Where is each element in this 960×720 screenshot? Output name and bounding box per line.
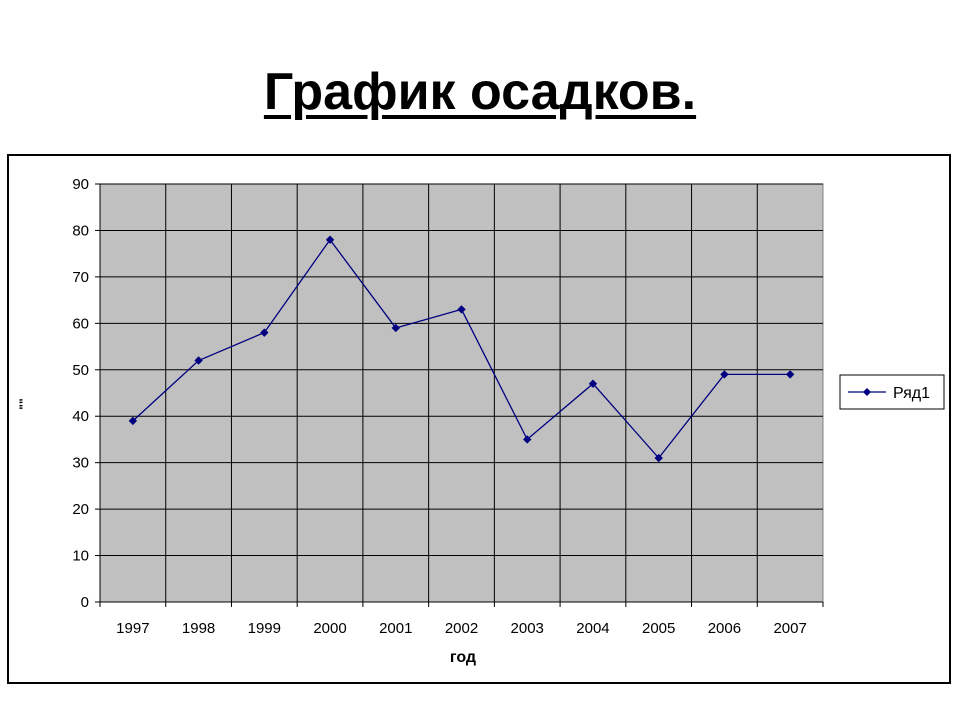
plot-background bbox=[99, 183, 824, 603]
data-point-marker bbox=[588, 379, 598, 388]
precipitation-chart: 0 10 20 30 40 50 60 70 80 90 1997 1998 1999 2000 2001 2… bbox=[17, 176, 945, 666]
y-axis-title: "" bbox=[17, 398, 31, 409]
y-tick-label: 0 bbox=[81, 594, 89, 611]
y-tick-label: 10 bbox=[72, 548, 89, 565]
data-point-marker bbox=[720, 370, 729, 379]
data-point-marker bbox=[194, 356, 203, 365]
x-tick-label: 1997 bbox=[116, 620, 149, 637]
data-point-marker bbox=[391, 323, 400, 333]
data-point-marker bbox=[457, 305, 466, 314]
x-tick-label: 2004 bbox=[576, 620, 609, 637]
series-layer bbox=[128, 235, 795, 463]
y-tick-label: 60 bbox=[72, 315, 89, 332]
x-tick-label: 2005 bbox=[642, 620, 675, 637]
data-point-marker bbox=[785, 370, 795, 379]
x-tick-label: 2000 bbox=[313, 620, 346, 637]
x-axis-title: год bbox=[450, 649, 476, 666]
x-tick-label: 2007 bbox=[773, 620, 806, 637]
y-tick-label: 80 bbox=[72, 222, 89, 239]
legend: Ряд1 bbox=[839, 374, 945, 410]
legend-label-series-1: Ряд1 bbox=[893, 385, 930, 402]
y-tick-label: 20 bbox=[72, 501, 89, 518]
data-point-marker bbox=[325, 235, 335, 244]
y-tick-label: 30 bbox=[72, 455, 89, 472]
y-tick-label: 40 bbox=[72, 408, 89, 425]
y-tick-label: 90 bbox=[72, 176, 89, 193]
slide-title: График осадков. bbox=[263, 63, 697, 121]
plot-area bbox=[99, 183, 824, 603]
x-tick-label: 1998 bbox=[182, 620, 215, 637]
chart-frame: 0 10 20 30 40 50 60 70 80 90 1997 1998 1999 2000 2001 2… bbox=[7, 154, 951, 684]
data-point-marker bbox=[128, 416, 138, 426]
x-tick-label: 2001 bbox=[379, 620, 412, 637]
x-tick-label: 2003 bbox=[511, 620, 544, 637]
legend-marker-icon bbox=[863, 388, 871, 396]
x-tick-label: 1999 bbox=[248, 620, 281, 637]
x-tick-label: 2002 bbox=[445, 620, 478, 637]
x-tick-label: 2006 bbox=[708, 620, 741, 637]
y-tick-label: 50 bbox=[72, 362, 89, 379]
axes: 0 10 20 30 40 50 60 70 80 90 1997 1998 1999 2000 2001 2… bbox=[72, 176, 824, 637]
y-tick-label: 70 bbox=[72, 269, 89, 286]
data-point-marker bbox=[523, 435, 532, 444]
data-point-marker bbox=[654, 453, 663, 463]
